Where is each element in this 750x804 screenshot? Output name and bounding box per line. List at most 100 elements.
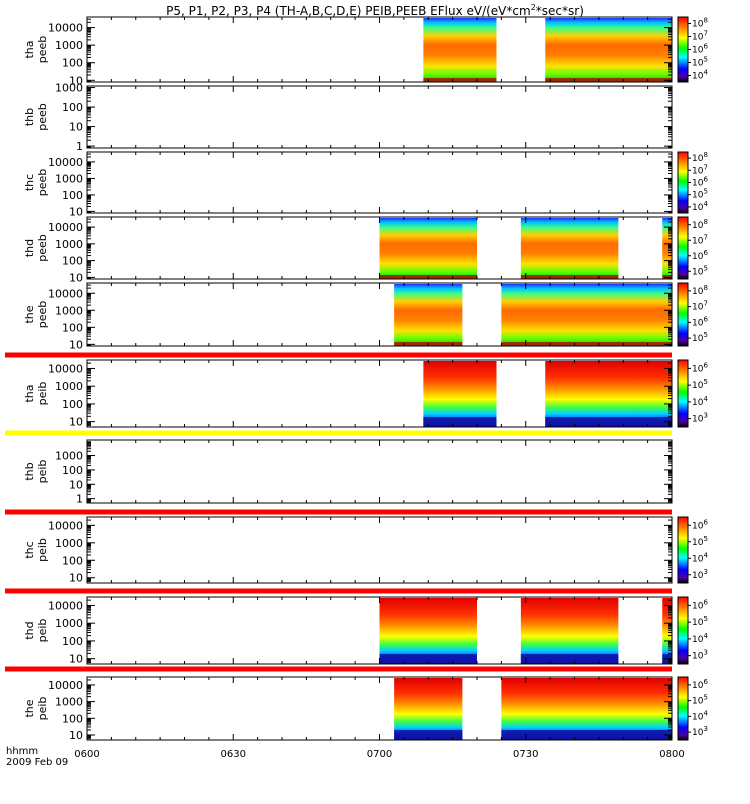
colorbar-label: 108: [692, 151, 708, 164]
low-energy-band-thd-peeb-2: [520, 275, 619, 279]
colorbar-label: 103: [692, 649, 708, 662]
y-tick-label: 10: [69, 416, 83, 429]
y-tick-label: 10000: [48, 599, 83, 612]
panel-frame: [86, 151, 673, 214]
y-tick-label: 10: [69, 121, 83, 134]
spectrogram-block-the-peeb-1: [394, 284, 463, 346]
low-energy-band-thd-peib-2: [520, 654, 619, 664]
y-tick-label: 1000: [55, 238, 83, 251]
colorbar-label: 106: [692, 176, 708, 189]
x-axis-label-format: hhmm: [6, 746, 38, 757]
spectrogram-block-the-peib-2: [501, 678, 672, 740]
colorbar-label: 106: [692, 678, 708, 691]
colorbar-label: 104: [692, 69, 708, 82]
y-tick-label: 10: [69, 271, 83, 284]
y-tick-label: 1: [76, 140, 83, 153]
panel-label-product: peib: [36, 619, 49, 643]
colorbar-label: 105: [692, 694, 708, 707]
y-tick-label: 100: [62, 712, 83, 725]
spectrogram-block-thd-peib-1: [379, 598, 477, 664]
spectrogram-block-the-peib-1: [394, 678, 463, 740]
y-tick-label: 10: [69, 572, 83, 585]
colorbar: [677, 16, 689, 83]
colorbar-label: 103: [692, 725, 708, 738]
spectrogram-block-thd-peib-2: [520, 598, 619, 664]
panel-label-probe: thc: [23, 541, 36, 558]
panel-tha-peib: 10 100 1000 10000 tha peib 106 105 104 103: [23, 359, 708, 429]
low-energy-band-the-peib-1: [394, 730, 463, 740]
colorbar: [677, 516, 689, 584]
y-tick-label: 100: [62, 398, 83, 411]
y-tick-label: 100: [62, 101, 83, 114]
y-tick-label: 1000: [55, 696, 83, 709]
y-tick-label: 100: [62, 189, 83, 202]
x-tick-label: 0700: [367, 749, 392, 760]
y-tick-label: 10000: [48, 156, 83, 169]
figure-title-tail: *sec*sr): [536, 4, 584, 18]
panel-label-product: peeb: [36, 103, 49, 131]
colorbar: [677, 282, 689, 347]
colorbar-label: 103: [692, 568, 708, 581]
spectrogram-block-the-peeb-2: [501, 284, 672, 346]
separator-bar-2: [5, 430, 672, 436]
colorbar-label: 106: [692, 315, 708, 328]
y-tick-label: 10000: [48, 221, 83, 234]
spectrogram-block-thd-peeb-2: [520, 218, 619, 279]
y-tick-label: 1000: [55, 380, 83, 393]
low-energy-band-the-peib-2: [501, 730, 672, 740]
panel-label-product: peeb: [36, 234, 49, 262]
y-tick-label: 100: [62, 321, 83, 334]
panel-the-peib: 10 100 1000 10000 the peib 106 105 104 103: [23, 676, 708, 742]
y-tick-label: 100: [62, 255, 83, 268]
panel-frame: [86, 85, 673, 149]
separator-group: [5, 352, 672, 672]
figure-title-superscript: 2: [531, 3, 536, 12]
colorbar-label: 108: [692, 17, 708, 30]
y-tick-label: 10: [69, 205, 83, 218]
panel-label-probe: tha: [23, 384, 36, 402]
colorbar-label: 104: [692, 395, 708, 408]
low-energy-band-tha-peib-2: [545, 417, 672, 427]
colorbar-label: 108: [692, 284, 708, 297]
panel-thd-peeb: 10 100 1000 10000 thd peeb 108 107 106 105: [23, 216, 708, 284]
panel-the-peeb: 10 100 1000 10000 the peeb 108 107 106 105: [23, 282, 708, 351]
colorbar-label: 106: [692, 43, 708, 56]
panel-label-probe: the: [23, 305, 36, 323]
panel-label-product: peib: [36, 382, 49, 406]
separator-bar-3: [5, 509, 672, 515]
figure-title: P5, P1, P2, P3, P4 (TH-A,B,C,D,E) PEIB,P…: [166, 3, 584, 18]
panel-label-product: peeb: [36, 169, 49, 197]
colorbar: [677, 151, 689, 214]
x-tick-label-group: 0600 0630 0700 0730 0800: [74, 749, 684, 760]
panel-label-probe: thd: [23, 239, 36, 257]
panel-label-product: peib: [36, 697, 49, 721]
panel-label-probe: tha: [23, 40, 36, 58]
colorbar-label: 103: [692, 412, 708, 425]
colorbar-label: 105: [692, 331, 708, 344]
x-axis: hhmm 2009 Feb 09 0600 0630 0700 0730 0800: [6, 746, 685, 768]
colorbar-label: 105: [692, 615, 708, 628]
spectrogram-block-tha-peeb-1: [423, 18, 497, 82]
y-tick-label: 10: [69, 478, 83, 491]
colorbar-label: 104: [692, 200, 708, 213]
y-tick-label: 1000: [55, 617, 83, 630]
separator-bar-5: [5, 666, 672, 672]
panel-label-product: peeb: [36, 36, 49, 64]
colorbar-label: 107: [692, 300, 708, 313]
y-tick-label: 1000: [55, 537, 83, 550]
y-tick-label: 100: [62, 57, 83, 70]
y-tick-label: 1000: [55, 304, 83, 317]
y-tick-label: 10: [69, 653, 83, 666]
x-tick-label: 0630: [221, 749, 246, 760]
y-tick-label: 10000: [48, 287, 83, 300]
colorbar-label: 104: [692, 632, 708, 645]
low-energy-band-tha-peeb-1: [423, 78, 497, 82]
colorbar: [677, 596, 689, 665]
colorbar-label: 107: [692, 163, 708, 176]
colorbar-label: 105: [692, 188, 708, 201]
panel-label-probe: thd: [23, 621, 36, 639]
